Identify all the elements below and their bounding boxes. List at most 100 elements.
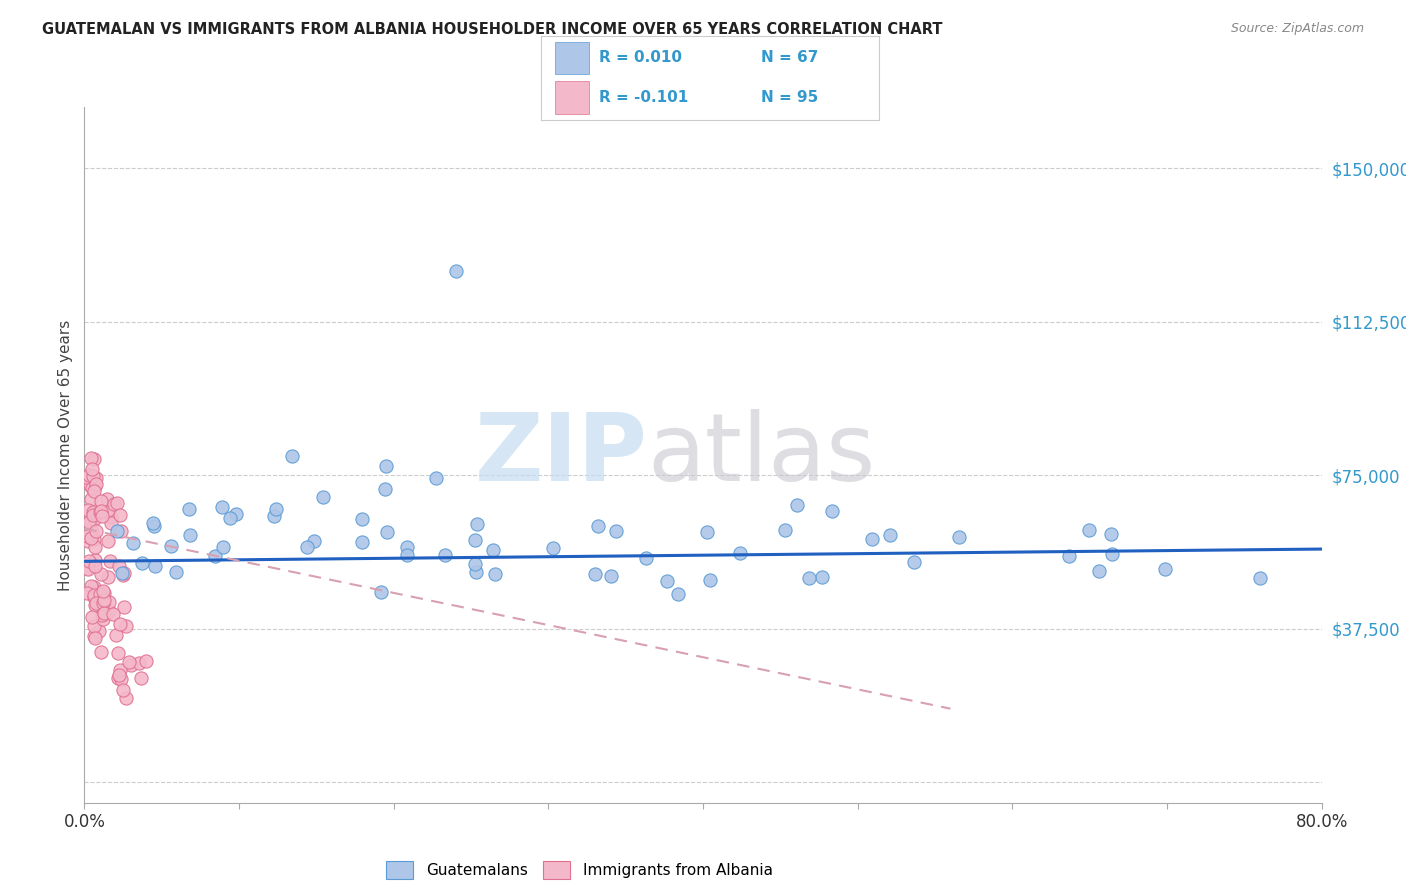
Point: [1088, 564, 1111, 578]
Point: [103, 498, 125, 512]
Point: [97, 570, 120, 584]
Point: [225, 507, 247, 521]
Point: [89, 587, 111, 601]
Point: [96, 492, 118, 507]
Point: [666, 587, 689, 601]
Point: [444, 264, 467, 278]
Point: [797, 570, 820, 584]
Point: [83, 532, 105, 546]
Point: [425, 470, 447, 484]
Point: [179, 528, 201, 542]
Point: [100, 554, 122, 568]
Point: [84, 541, 107, 555]
Point: [160, 539, 183, 553]
Point: [120, 657, 142, 672]
Point: [879, 528, 901, 542]
Point: [211, 500, 233, 514]
Point: [541, 541, 564, 556]
Point: [811, 570, 834, 584]
Point: [98, 603, 121, 617]
Point: [104, 628, 127, 642]
Point: [730, 546, 752, 560]
Point: [82, 529, 104, 543]
Point: [1101, 547, 1123, 561]
Point: [108, 508, 131, 522]
Point: [84, 596, 107, 610]
Point: [101, 607, 124, 621]
Point: [84, 477, 107, 491]
Point: [375, 525, 398, 540]
Point: [96, 603, 118, 617]
Point: [464, 533, 486, 547]
Point: [83, 483, 105, 498]
Point: [142, 519, 165, 533]
Point: [352, 512, 374, 526]
Point: [775, 523, 797, 537]
Point: [352, 535, 374, 549]
Point: [135, 654, 157, 668]
Point: [1249, 571, 1271, 585]
Point: [77, 554, 100, 568]
Point: [655, 574, 678, 588]
Point: [75, 470, 97, 484]
Point: [82, 609, 104, 624]
Point: [1078, 523, 1101, 537]
Point: [83, 580, 105, 594]
Point: [115, 690, 138, 705]
Point: [84, 524, 107, 539]
Text: atlas: atlas: [647, 409, 876, 501]
Point: [110, 672, 132, 686]
Point: [903, 555, 925, 569]
Point: [484, 567, 506, 582]
Text: R = -0.101: R = -0.101: [599, 90, 688, 105]
Y-axis label: Householder Income Over 65 years: Householder Income Over 65 years: [58, 319, 73, 591]
Point: [481, 543, 503, 558]
Point: [97, 502, 120, 516]
Point: [91, 596, 114, 610]
Point: [93, 593, 115, 607]
Point: [312, 490, 335, 504]
Point: [100, 510, 122, 524]
Point: [142, 516, 165, 531]
Point: [302, 534, 325, 549]
Point: [82, 505, 104, 519]
Point: [177, 502, 200, 516]
Point: [110, 616, 132, 631]
Point: [786, 498, 808, 512]
Point: [374, 482, 396, 496]
Point: [600, 569, 623, 583]
Point: [76, 561, 98, 575]
Point: [375, 458, 398, 473]
Point: [115, 618, 138, 632]
Point: [117, 656, 139, 670]
Point: [465, 566, 488, 580]
Bar: [555, 81, 589, 113]
Point: [90, 504, 112, 518]
Point: [76, 529, 98, 543]
Point: [370, 585, 392, 599]
Point: [108, 558, 131, 573]
Point: [107, 646, 129, 660]
Point: [948, 530, 970, 544]
Point: [79, 478, 101, 492]
Point: [395, 548, 418, 562]
Point: [83, 512, 105, 526]
Point: [696, 525, 718, 540]
Point: [83, 591, 105, 605]
Text: GUATEMALAN VS IMMIGRANTS FROM ALBANIA HOUSEHOLDER INCOME OVER 65 YEARS CORRELATI: GUATEMALAN VS IMMIGRANTS FROM ALBANIA HO…: [42, 22, 942, 37]
Point: [79, 579, 101, 593]
Point: [112, 683, 135, 698]
Point: [105, 524, 128, 538]
Point: [131, 556, 153, 570]
Text: R = 0.010: R = 0.010: [599, 50, 682, 65]
Point: [121, 535, 143, 549]
Point: [112, 566, 135, 580]
Point: [89, 505, 111, 519]
Point: [699, 573, 721, 587]
Point: [264, 501, 287, 516]
Point: [82, 468, 104, 483]
Point: [212, 540, 235, 554]
Point: [86, 585, 108, 599]
Point: [77, 468, 100, 483]
Point: [295, 540, 318, 554]
